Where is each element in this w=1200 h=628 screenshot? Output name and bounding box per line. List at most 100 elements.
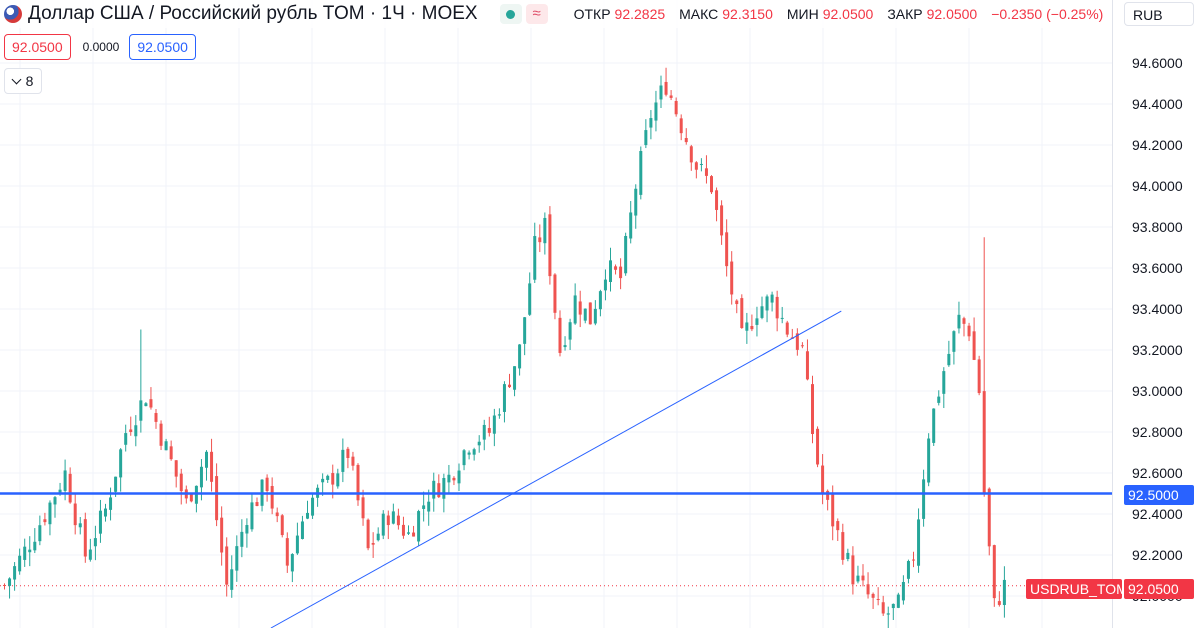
candle-body xyxy=(866,584,870,595)
candle-body xyxy=(295,535,299,554)
price-axis-tick: 92.6000 xyxy=(1132,465,1183,481)
candle-body xyxy=(654,102,658,121)
candle-body xyxy=(270,486,274,509)
candle-body xyxy=(487,428,491,433)
candle-body xyxy=(785,322,789,335)
price-axis-tick: 94.0000 xyxy=(1132,178,1183,194)
candle-body xyxy=(927,438,931,483)
candle-body xyxy=(674,100,678,115)
candle-body xyxy=(48,502,52,525)
candle-body xyxy=(982,391,986,495)
symbol-price-label: USDRUB_TOM xyxy=(1026,579,1128,599)
candle-body xyxy=(194,485,198,504)
candle-body xyxy=(977,359,981,394)
trend-line[interactable] xyxy=(270,310,842,628)
candle-body xyxy=(886,613,890,615)
candle-body xyxy=(457,470,461,484)
candle-body xyxy=(609,260,612,282)
indicators-toggle-button[interactable]: 8 xyxy=(4,68,42,94)
usd-rub-flag-icon xyxy=(4,5,22,23)
candle-body xyxy=(164,441,168,451)
price-axis-tick: 92.4000 xyxy=(1132,506,1183,522)
candle-body xyxy=(134,425,138,437)
candle-body xyxy=(109,497,113,510)
candle-body xyxy=(53,497,57,505)
candle-body xyxy=(432,480,436,499)
candle-body xyxy=(492,415,496,434)
candle-body xyxy=(735,300,739,305)
symbol-title[interactable]: Доллар США / Российский рубль TOM · 1Ч ·… xyxy=(28,3,478,24)
candle-body xyxy=(104,508,107,517)
chart-header: Доллар США / Российский рубль TOM · 1Ч ·… xyxy=(0,0,1112,28)
candle-body xyxy=(462,450,466,466)
candle-body xyxy=(23,546,27,560)
candle-body xyxy=(179,473,183,492)
candle-body xyxy=(881,602,885,614)
ohlc-values: ОТКР 92.2825 МАКС 92.3150 МИН 92.0500 ЗА… xyxy=(574,6,1104,22)
candle-body xyxy=(63,470,67,491)
price-plot[interactable] xyxy=(0,0,1112,628)
candle-body xyxy=(644,130,648,146)
candle-body xyxy=(401,524,405,536)
candle-body xyxy=(528,283,532,315)
sell-button[interactable]: 92.0500 xyxy=(4,34,71,60)
grid-lines xyxy=(0,0,1112,628)
candle-body xyxy=(356,464,360,501)
candle-body xyxy=(321,478,325,483)
candle-body xyxy=(997,601,1001,605)
candle-body xyxy=(740,298,744,329)
candle-body xyxy=(250,502,254,530)
price-axis-tick: 92.8000 xyxy=(1132,424,1183,440)
candle-body xyxy=(816,428,820,465)
candle-body xyxy=(28,549,32,553)
price-axis-tick: 94.2000 xyxy=(1132,137,1183,153)
candle-body xyxy=(992,545,996,599)
candle-body xyxy=(972,331,976,360)
currency-button[interactable]: RUB xyxy=(1124,2,1194,26)
wave-icon[interactable]: ≈ xyxy=(525,4,548,24)
candle-body xyxy=(664,81,668,95)
price-axis-tick: 93.6000 xyxy=(1132,260,1183,276)
price-axis-tick: 94.4000 xyxy=(1132,96,1183,112)
candle-body xyxy=(265,477,269,492)
price-axis-tick: 93.4000 xyxy=(1132,301,1183,317)
candle-body xyxy=(694,162,698,170)
candle-body xyxy=(518,344,522,369)
candle-body xyxy=(598,291,602,310)
candle-body xyxy=(710,176,713,193)
price-axis-tick: 93.0000 xyxy=(1132,383,1183,399)
candle-body xyxy=(805,351,809,380)
price-axis-divider xyxy=(1112,0,1113,628)
candle-body xyxy=(482,424,486,440)
candle-body xyxy=(189,493,193,502)
candle-body xyxy=(381,513,385,536)
candle-body xyxy=(639,151,643,195)
candle-body xyxy=(43,519,47,523)
candle-body xyxy=(98,510,102,534)
candle-body xyxy=(3,585,6,587)
candle-body xyxy=(230,569,234,590)
price-axis-tick: 93.2000 xyxy=(1132,342,1183,358)
high-value: 92.3150 xyxy=(722,6,773,22)
candle-body xyxy=(275,512,279,517)
candle-body xyxy=(139,400,143,421)
candle-body xyxy=(174,460,178,477)
candle-body xyxy=(917,519,921,566)
candlestick-series xyxy=(3,67,1006,628)
candle-body xyxy=(68,473,72,503)
candle-body xyxy=(614,266,618,270)
candle-body xyxy=(568,322,572,340)
buy-button[interactable]: 92.0500 xyxy=(129,34,196,60)
candle-body xyxy=(366,519,370,549)
candle-body xyxy=(240,531,244,547)
candle-body xyxy=(558,317,562,353)
candle-body xyxy=(593,308,597,324)
candle-body xyxy=(952,331,956,352)
candle-body xyxy=(669,95,673,98)
candle-body xyxy=(846,552,850,560)
candle-body xyxy=(417,511,421,542)
price-axis-tick: 92.2000 xyxy=(1132,547,1183,563)
market-status-badge[interactable] xyxy=(499,4,522,24)
candle-body xyxy=(508,384,511,388)
candle-body xyxy=(407,532,410,534)
